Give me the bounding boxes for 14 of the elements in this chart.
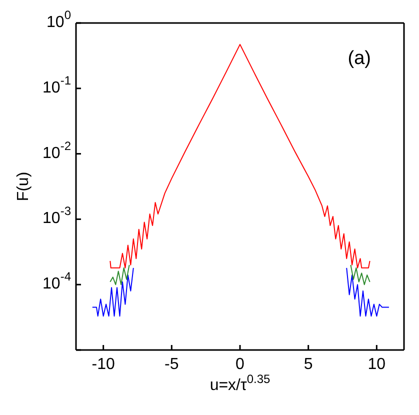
x-tick-label: -5 — [164, 356, 179, 374]
y-tick-label: 10$^{-4}$ — [42, 270, 72, 293]
line-series — [110, 44, 370, 268]
x-tick-label: -10 — [92, 356, 115, 374]
x-tick-label: 10 — [368, 356, 386, 374]
x-tick-label: 0 — [236, 356, 245, 374]
y-tick-label: 10$^{0}$ — [46, 8, 72, 32]
y-tick-label: 10$^{-2}$ — [42, 138, 72, 162]
annotation: (a) — [348, 48, 371, 70]
x-axis-title: u=x/τ$^{0.35}$ — [210, 372, 271, 394]
y-tick-label: 10$^{-1}$ — [42, 74, 72, 97]
y-tick-label: 10$^{-3}$ — [42, 204, 72, 228]
y-axis-title: F(u) — [15, 172, 32, 202]
x-tick-label: 5 — [304, 356, 313, 374]
